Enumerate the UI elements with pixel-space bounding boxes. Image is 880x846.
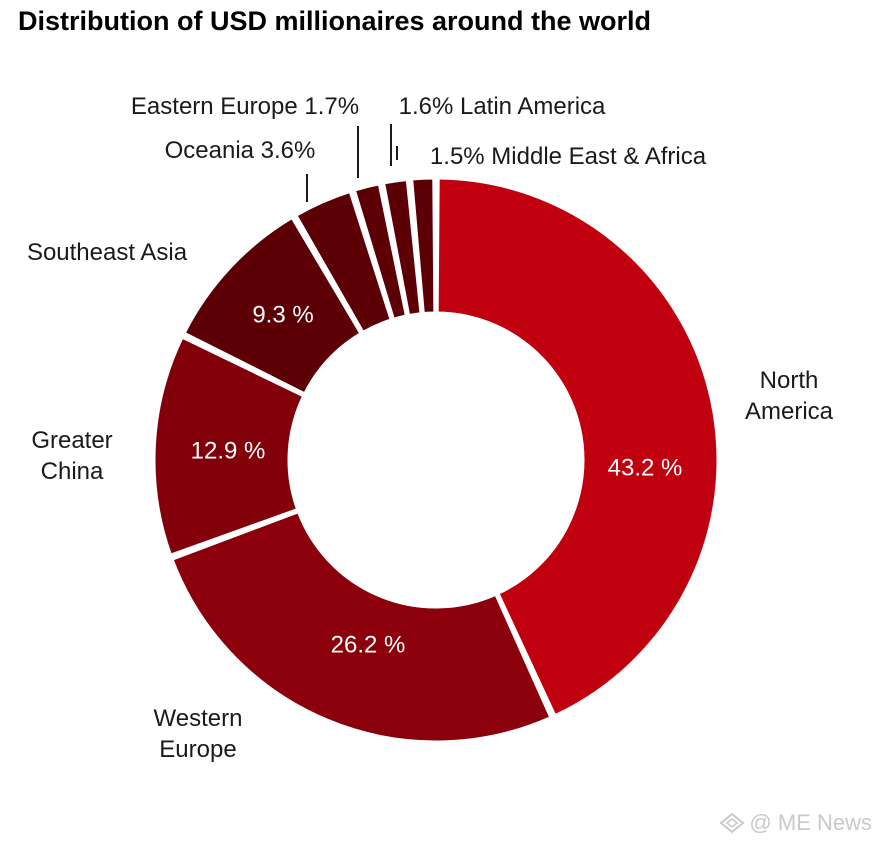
outer-label-oceania: Oceania 3.6% [165, 137, 316, 164]
watermark-text: @ ME News [749, 810, 872, 835]
chart-title: Distribution of USD millionaires around … [18, 6, 652, 36]
slice-latin-america [381, 177, 423, 318]
value-label-greater-china: 12.9 % [191, 437, 266, 464]
slice-eastern-europe [352, 181, 409, 322]
slice-western-europe [170, 509, 553, 744]
outer-label-southeast-asia: Southeast Asia [27, 239, 188, 266]
outer-label-middle-east-and-africa: 1.5% Middle East & Africa [430, 143, 707, 170]
slice-north-america [435, 176, 720, 718]
outer-label-greater-china: Greater China [31, 427, 112, 485]
outer-label-eastern-europe: Eastern Europe 1.7% [131, 93, 359, 120]
outer-label-western-europe: Western Europe [154, 705, 243, 763]
value-label-southeast-asia: 9.3 % [252, 301, 313, 328]
slice-greater-china [152, 335, 306, 558]
slice-oceania [293, 189, 394, 335]
watermark: @ ME News [719, 810, 872, 836]
value-label-western-europe: 26.2 % [331, 631, 406, 658]
slice-middle-east-and-africa [410, 176, 437, 316]
value-label-north-america: 43.2 % [608, 454, 683, 481]
slice-group [152, 176, 720, 744]
label-group: North America 43.2 % Western Europe 26.2 % Gre… [27, 93, 834, 763]
leader-line-group [306, 124, 398, 202]
slice-southeast-asia [182, 215, 364, 396]
outer-label-latin-america: 1.6% Latin America [399, 93, 606, 120]
outer-label-north-america: North America [745, 367, 834, 425]
diamond-logo-icon [719, 812, 746, 834]
